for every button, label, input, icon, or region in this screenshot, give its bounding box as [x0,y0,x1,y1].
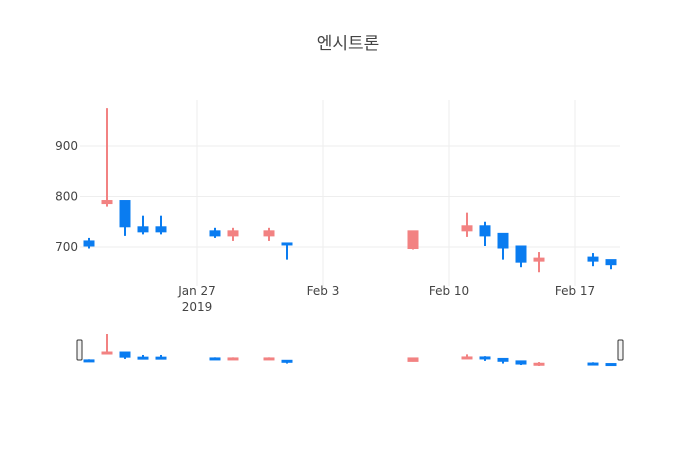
slider-candle[interactable] [533,362,545,367]
slider-candle[interactable] [605,363,617,367]
slider-candle[interactable] [497,357,509,364]
range-slider[interactable] [76,333,624,367]
slider-candle[interactable] [479,356,491,361]
candle[interactable] [209,227,221,238]
slider-candle[interactable] [119,351,131,359]
candle[interactable] [533,252,545,273]
candle[interactable] [605,259,617,270]
slider-candle[interactable] [101,333,113,355]
candle[interactable] [137,215,149,235]
y-axis: 700 800 900 [55,139,78,254]
x-tick-year: 2019 [182,300,213,314]
gridlines [80,100,620,286]
slider-candle[interactable] [263,357,275,361]
candle[interactable] [227,227,239,241]
slider-candle[interactable] [281,359,293,364]
y-tick-label: 700 [55,240,78,254]
y-tick-label: 800 [55,190,78,204]
candle[interactable] [263,227,275,241]
x-tick-label: Feb 17 [555,284,595,298]
slider-candle[interactable] [407,357,419,362]
x-tick-label: Feb 10 [429,284,469,298]
range-slider-left-handle[interactable] [76,339,83,361]
main-plot[interactable] [83,108,617,273]
candle[interactable] [83,237,95,249]
slider-candle[interactable] [227,357,239,361]
slider-candle[interactable] [587,362,599,366]
slider-candle[interactable] [137,354,149,360]
x-tick-label: Feb 3 [307,284,340,298]
candle[interactable] [155,215,167,235]
slider-candle[interactable] [83,359,95,363]
candle[interactable] [497,232,509,260]
candle[interactable] [281,242,293,260]
chart-title: 엔시트론 [317,34,380,54]
candle[interactable] [407,230,419,250]
candle[interactable] [479,221,491,246]
slider-candle[interactable] [155,354,167,360]
slider-candle[interactable] [515,360,527,366]
candle[interactable] [587,253,599,267]
candle[interactable] [101,108,113,207]
range-slider-right-handle[interactable] [617,339,624,361]
y-tick-label: 900 [55,139,78,153]
x-tick-label: Jan 27 [177,284,216,298]
candle[interactable] [119,200,131,236]
candle[interactable] [515,245,527,268]
slider-candle[interactable] [461,354,473,360]
x-axis: Jan 27 2019 Feb 3 Feb 10 Feb 17 [177,284,595,314]
candle[interactable] [461,212,473,237]
slider-candle[interactable] [209,357,221,361]
